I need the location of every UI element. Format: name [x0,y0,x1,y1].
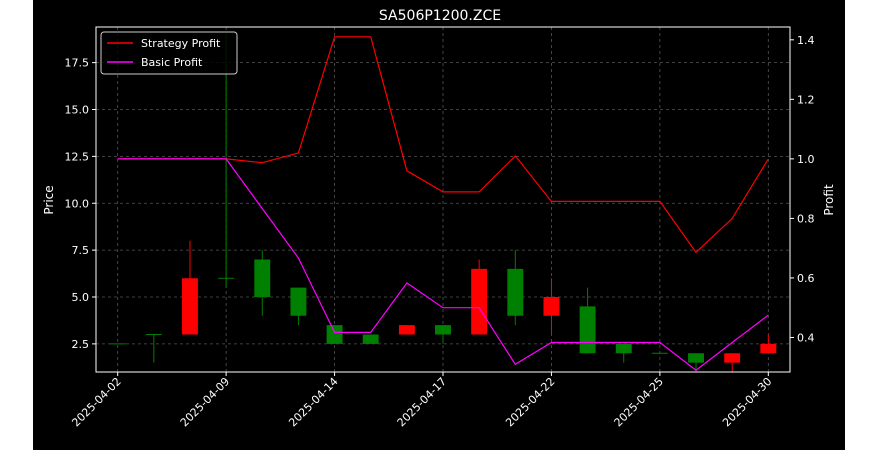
candle-body [435,325,451,335]
candle-body [254,259,271,297]
y-right-tick-label: 1.2 [797,93,815,106]
y-right-tick-label: 1.4 [797,34,815,47]
y-tick-label: 17.5 [65,57,90,70]
right-y-axis: 0.4 0.6 0.8 1.0 1.2 1.4 [790,34,815,344]
profit-lines [117,36,769,371]
y-right-tick-label: 0.8 [797,212,815,225]
y-tick-label: 12.5 [65,150,90,163]
y-right-tick-label: 1.0 [797,153,815,166]
y-tick-label: 7.5 [72,244,90,257]
legend-box [100,31,238,75]
candle-body [326,325,343,344]
y-tick-label: 10.0 [65,197,90,210]
candle-body [760,343,777,354]
candle-body [507,268,524,316]
y-axis-label-right: Profit [822,184,836,216]
y-axis-label-left: Price [42,185,56,214]
candle-body [362,334,379,344]
candle-body [724,353,741,363]
candle-body [182,278,198,335]
left-y-axis: 2.5 5.0 7.5 10.0 12.5 15.0 17.5 [65,57,96,351]
y-tick-label: 15.0 [65,104,90,117]
candle-body [688,353,704,363]
legend: Strategy Profit Basic Profit [100,31,238,75]
y-tick-label: 2.5 [72,338,90,351]
legend-label-basic: Basic Profit [141,56,203,69]
candle-body [615,343,632,354]
basic-profit-line [117,158,769,371]
candlesticks [109,34,777,372]
candle-body [398,325,415,335]
y-right-tick-label: 0.4 [797,331,815,344]
candle-body [579,306,596,354]
candle-body [543,297,560,316]
candle-body [290,287,307,316]
y-tick-label: 5.0 [72,291,90,304]
y-right-tick-label: 0.6 [797,272,815,285]
legend-label-strategy: Strategy Profit [141,37,221,50]
candle-body [471,268,488,335]
figure-background [33,0,845,450]
chart-title: SA506P1200.ZCE [379,8,501,24]
